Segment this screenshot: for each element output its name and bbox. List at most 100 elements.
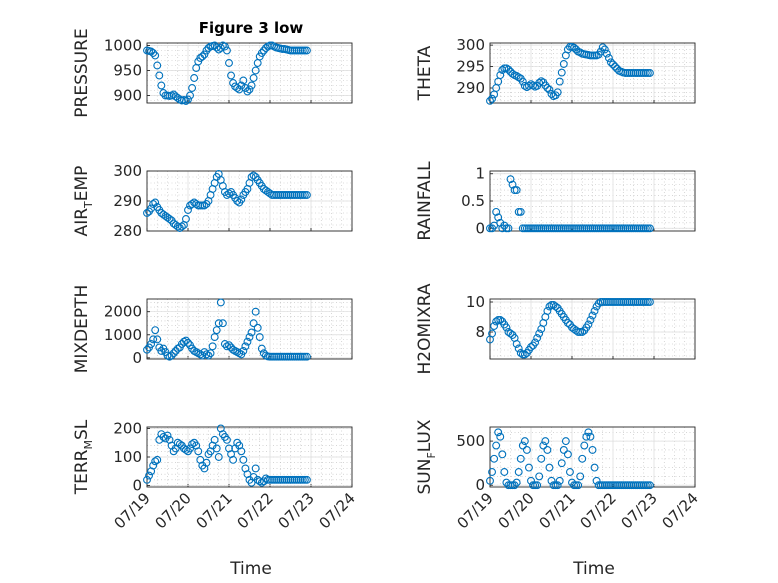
- data-point: [296, 352, 305, 361]
- data-point: [619, 298, 628, 306]
- data-point: [512, 340, 521, 348]
- data-point: [294, 191, 303, 199]
- data-point: [545, 302, 554, 311]
- data-point: [488, 94, 496, 103]
- data-point: [188, 84, 197, 92]
- data-point: [555, 77, 564, 86]
- data-point: [586, 432, 595, 441]
- data-point: [237, 447, 246, 456]
- y-tick-label: 500: [456, 432, 485, 450]
- data-point: [598, 481, 607, 490]
- y-tick-label: 1: [475, 165, 485, 183]
- data-point: [596, 481, 605, 490]
- data-point: [516, 349, 525, 357]
- data-point: [266, 475, 274, 484]
- x-tick-label: 07/20: [152, 489, 195, 532]
- data-point: [161, 91, 170, 100]
- data-point: [182, 445, 190, 454]
- data-point: [292, 352, 301, 361]
- data-point: [547, 476, 556, 485]
- data-point: [518, 350, 527, 359]
- y-tick-label: 0: [475, 219, 485, 237]
- data-point: [200, 201, 209, 210]
- x-tick-label: 07/19: [454, 489, 497, 532]
- data-point: [621, 224, 630, 233]
- data-point: [257, 49, 266, 57]
- data-point: [249, 74, 258, 82]
- data-point: [251, 66, 260, 75]
- data-point: [639, 69, 648, 77]
- data-point: [535, 224, 544, 233]
- data-point: [557, 68, 566, 77]
- y-axis-label: AIRTEMP: [72, 166, 95, 237]
- data-point: [514, 73, 523, 82]
- data-point: [537, 224, 546, 233]
- data-point: [621, 69, 630, 77]
- data-point: [243, 87, 252, 96]
- data-point: [604, 224, 613, 233]
- y-tick-label: 1000: [104, 37, 142, 55]
- data-point: [527, 224, 535, 233]
- y-tick-label: 1000: [104, 326, 142, 344]
- data-point: [216, 298, 225, 307]
- data-point: [609, 224, 617, 233]
- y-tick-label: 0.5: [461, 192, 485, 210]
- panel-theta: 290 295 300 THETA: [415, 36, 696, 105]
- data-point: [155, 71, 164, 80]
- data-point: [274, 352, 283, 361]
- data-point: [159, 433, 168, 441]
- panel-pressure: 900 950 1000 PRESSURE: [72, 28, 353, 118]
- data-point: [257, 478, 266, 487]
- axes-box: [489, 42, 696, 104]
- data-point: [639, 224, 648, 233]
- data-point: [518, 77, 527, 86]
- data-point: [288, 191, 297, 199]
- data-point: [606, 58, 615, 67]
- data-point: [498, 66, 507, 74]
- data-point: [290, 475, 299, 484]
- data-point: [645, 481, 654, 490]
- data-point: [198, 52, 207, 61]
- data-point: [592, 476, 601, 485]
- data-point: [594, 481, 603, 490]
- data-point: [296, 191, 305, 199]
- data-point: [520, 224, 529, 233]
- data-point: [586, 224, 595, 233]
- data-point: [635, 481, 644, 490]
- data-point: [233, 84, 242, 92]
- data-point: [492, 317, 501, 326]
- data-point: [251, 307, 260, 316]
- data-point: [284, 352, 293, 361]
- data-point: [537, 454, 546, 463]
- data-point: [292, 46, 301, 55]
- data-point: [621, 298, 630, 306]
- data-point: [186, 91, 195, 100]
- data-point: [169, 349, 178, 358]
- data-point: [184, 206, 192, 214]
- data-point: [508, 69, 517, 78]
- data-point: [294, 352, 303, 361]
- data-point: [225, 59, 233, 67]
- data-point: [572, 481, 581, 490]
- data-point: [208, 342, 217, 351]
- data-point: [633, 481, 642, 490]
- y-tick-label: 0: [132, 349, 142, 367]
- data-point: [151, 198, 160, 207]
- data-point: [255, 477, 264, 486]
- data-point: [629, 69, 638, 77]
- data-point: [272, 191, 281, 199]
- y-tick-label: 295: [456, 58, 485, 76]
- data-point: [239, 346, 248, 355]
- data-point: [531, 224, 540, 233]
- data-point: [149, 335, 158, 344]
- data-point: [514, 207, 523, 216]
- data-point: [157, 81, 166, 90]
- axes-box: [489, 298, 696, 360]
- data-point: [625, 224, 634, 233]
- data-point: [508, 180, 517, 189]
- data-point: [506, 175, 515, 184]
- y-tick-label: 290: [113, 192, 142, 210]
- x-axis-label-right: Time: [572, 559, 615, 579]
- data-point: [643, 298, 652, 306]
- data-point: [212, 444, 221, 453]
